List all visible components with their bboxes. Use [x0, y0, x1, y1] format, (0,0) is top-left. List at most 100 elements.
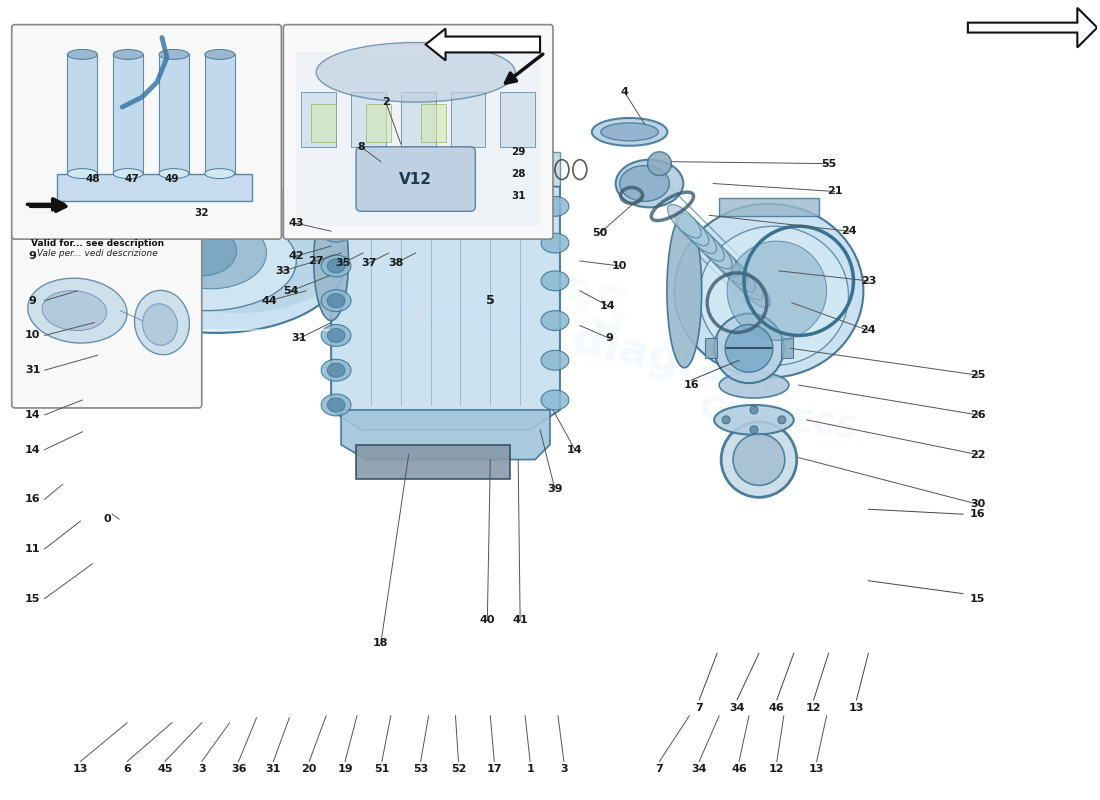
Ellipse shape	[143, 304, 177, 346]
Text: GUSPECS: GUSPECS	[697, 394, 860, 446]
Ellipse shape	[327, 363, 345, 377]
Ellipse shape	[674, 204, 864, 378]
Ellipse shape	[541, 197, 569, 216]
Ellipse shape	[157, 218, 266, 289]
Polygon shape	[341, 410, 550, 459]
Ellipse shape	[327, 329, 345, 342]
Text: 10: 10	[25, 330, 41, 341]
Bar	[500, 92, 535, 146]
Text: 34: 34	[692, 765, 707, 774]
Text: 10: 10	[612, 261, 627, 271]
Ellipse shape	[28, 278, 126, 343]
Bar	[311, 104, 337, 142]
Circle shape	[242, 191, 252, 202]
Text: 38: 38	[388, 258, 404, 268]
Text: 14: 14	[600, 301, 616, 310]
Text: 40: 40	[480, 615, 495, 626]
Polygon shape	[968, 8, 1097, 47]
Text: 2: 2	[382, 97, 389, 107]
Bar	[351, 92, 386, 146]
Bar	[296, 53, 540, 226]
Circle shape	[750, 406, 758, 414]
Ellipse shape	[700, 226, 848, 366]
Ellipse shape	[327, 224, 345, 238]
Bar	[400, 92, 436, 146]
Ellipse shape	[321, 394, 351, 416]
Text: 46: 46	[769, 703, 784, 713]
Polygon shape	[331, 152, 560, 186]
Text: 5: 5	[486, 294, 495, 307]
Text: V12: V12	[399, 172, 432, 187]
Text: Vale per... vedi descrizione: Vale per... vedi descrizione	[37, 249, 157, 258]
Polygon shape	[331, 186, 560, 430]
Ellipse shape	[616, 160, 683, 207]
Ellipse shape	[160, 169, 189, 178]
Bar	[356, 445, 510, 479]
Bar	[366, 104, 390, 142]
Text: 13: 13	[808, 765, 824, 774]
Text: 51: 51	[374, 765, 389, 774]
Ellipse shape	[321, 290, 351, 312]
Text: 4: 4	[620, 87, 628, 97]
FancyBboxPatch shape	[12, 233, 201, 408]
Text: 14: 14	[25, 410, 41, 420]
Text: 45: 45	[157, 765, 173, 774]
Text: 16: 16	[25, 494, 41, 504]
Text: 11: 11	[25, 544, 41, 554]
Ellipse shape	[113, 169, 143, 178]
Ellipse shape	[619, 166, 670, 202]
Text: 19: 19	[338, 765, 353, 774]
Text: 22: 22	[970, 450, 986, 460]
Text: 14: 14	[568, 445, 583, 454]
Text: 12: 12	[769, 765, 784, 774]
Ellipse shape	[128, 199, 346, 313]
Ellipse shape	[714, 251, 748, 284]
Ellipse shape	[321, 325, 351, 346]
Circle shape	[725, 325, 773, 372]
Text: 50: 50	[592, 228, 607, 238]
Text: 31: 31	[292, 334, 307, 343]
FancyBboxPatch shape	[356, 146, 475, 211]
Text: 14: 14	[25, 445, 41, 454]
Text: 31: 31	[266, 765, 282, 774]
Text: 3: 3	[198, 765, 206, 774]
Text: a parts diagram: a parts diagram	[379, 278, 780, 403]
Ellipse shape	[729, 266, 763, 300]
Text: 32: 32	[195, 208, 209, 218]
Text: 24: 24	[840, 226, 856, 236]
Ellipse shape	[541, 310, 569, 330]
Text: 23: 23	[860, 276, 876, 286]
Ellipse shape	[675, 212, 708, 246]
Circle shape	[714, 314, 784, 383]
FancyBboxPatch shape	[12, 25, 282, 239]
Ellipse shape	[698, 235, 732, 269]
Text: 0: 0	[103, 514, 111, 524]
Circle shape	[722, 422, 796, 498]
Text: 54: 54	[284, 286, 299, 296]
Ellipse shape	[667, 214, 702, 368]
Circle shape	[296, 197, 306, 206]
Ellipse shape	[706, 243, 739, 277]
Text: 15: 15	[25, 594, 41, 604]
Text: 30: 30	[970, 499, 986, 510]
Text: 1: 1	[526, 765, 534, 774]
Text: 29: 29	[512, 146, 526, 157]
Bar	[705, 338, 717, 358]
Bar	[781, 338, 793, 358]
Text: 43: 43	[288, 218, 304, 228]
Text: 41: 41	[513, 615, 528, 626]
Text: 27: 27	[308, 256, 323, 266]
Text: 8: 8	[358, 142, 365, 152]
Ellipse shape	[205, 169, 234, 178]
Ellipse shape	[67, 169, 97, 178]
Text: 28: 28	[510, 169, 526, 178]
Text: Valid for... see description: Valid for... see description	[31, 238, 164, 247]
Text: 6: 6	[123, 765, 131, 774]
Text: 42: 42	[288, 251, 304, 261]
Text: 44: 44	[262, 296, 277, 306]
Text: 37: 37	[361, 258, 376, 268]
Ellipse shape	[737, 274, 771, 307]
Text: 3: 3	[560, 765, 568, 774]
Text: 9: 9	[29, 251, 36, 261]
Ellipse shape	[113, 50, 143, 59]
